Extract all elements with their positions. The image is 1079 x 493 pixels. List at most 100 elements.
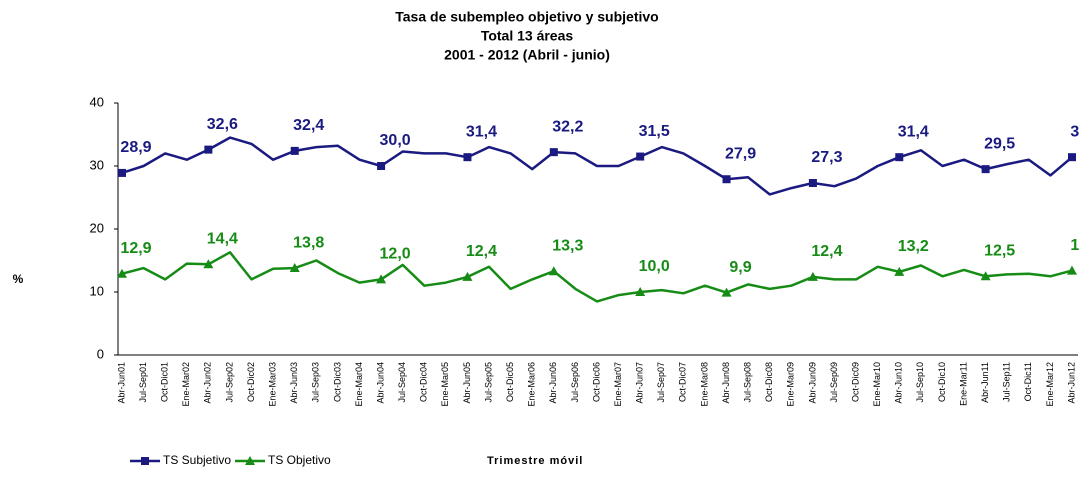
x-tick-label: Jul-Sep04 (397, 362, 407, 403)
marker (807, 271, 818, 281)
data-label: 32,2 (552, 118, 583, 135)
series-line (121, 251, 1073, 303)
data-label: 27,3 (811, 149, 842, 166)
x-tick-label: Jul-Sep09 (829, 362, 839, 403)
x-tick-label: Ene-Mar03 (268, 362, 278, 407)
x-tick-label: Ene-Mar10 (872, 362, 882, 407)
marker (980, 271, 991, 281)
x-tick-label: Abr-Jun04 (375, 362, 385, 404)
chart-title: Tasa de subempleo objetivo y subjetivo (395, 9, 658, 25)
data-label: 31,4 (898, 123, 929, 140)
legend-label: TS Objetivo (268, 453, 331, 467)
x-tick-label: Jul-Sep05 (483, 362, 493, 403)
x-tick-label: Abr-Jun03 (289, 362, 299, 404)
x-tick-label: Jul-Sep02 (224, 362, 234, 403)
data-label: 27,9 (725, 145, 756, 162)
marker (894, 266, 905, 276)
chart-subtitle: Total 13 áreas (481, 28, 574, 44)
data-label: 28,9 (120, 139, 151, 156)
x-tick-label: Abr-Jun08 (721, 362, 731, 404)
marker (722, 175, 731, 184)
x-tick-label: Ene-Mar05 (440, 362, 450, 407)
data-label: 10,0 (639, 258, 670, 275)
marker (117, 268, 127, 278)
legend-label: TS Subjetivo (163, 453, 231, 467)
marker (376, 274, 387, 284)
x-tick-label: Jul-Sep01 (138, 362, 148, 403)
x-tick-label: Abr-Jun06 (548, 362, 558, 404)
x-tick-label: Jul-Sep06 (570, 362, 580, 403)
x-tick-label: Ene-Mar07 (613, 362, 623, 407)
marker (377, 162, 386, 170)
data-label: 31,5 (639, 123, 670, 140)
data-label: 32,4 (293, 117, 324, 134)
y-tick-label: 30 (90, 157, 104, 172)
marker (548, 266, 559, 276)
x-tick-label: Oct-Dic11 (1023, 362, 1033, 401)
y-tick-label: 40 (90, 94, 104, 109)
data-label: 12,4 (466, 243, 497, 260)
x-tick-label: Jul-Sep08 (743, 362, 753, 403)
marker (895, 153, 904, 162)
marker (289, 263, 300, 273)
marker (636, 152, 645, 161)
x-tick-label: Ene-Mar08 (699, 362, 709, 407)
data-label: 12,9 (120, 240, 151, 257)
chart-subtitle: 2001 - 2012 (Abril - junio) (444, 47, 610, 63)
marker (981, 165, 990, 174)
marker (635, 287, 646, 296)
marker (549, 148, 558, 157)
data-label: 13,4 (1070, 237, 1079, 254)
x-tick-label: Oct-Dic05 (505, 362, 515, 402)
data-label: 13,3 (552, 237, 583, 254)
x-tick-label: Oct-Dic03 (332, 362, 342, 402)
y-axis-label: % (13, 272, 24, 286)
x-tick-label: Oct-Dic04 (419, 362, 429, 402)
x-tick-label: Abr-Jun07 (635, 362, 645, 404)
data-label: 13,8 (293, 234, 324, 251)
x-tick-label: Ene-Mar12 (1045, 362, 1055, 407)
data-label: 12,0 (380, 246, 411, 263)
x-tick-label: Jul-Sep03 (311, 362, 321, 403)
x-tick-label: Abr-Jun10 (894, 362, 904, 404)
data-label: 9,9 (729, 259, 751, 276)
x-axis-label: Trimestre móvil (487, 455, 583, 467)
x-tick-label: Oct-Dic07 (678, 362, 688, 402)
x-tick-label: Abr-Jun01 (116, 362, 126, 404)
marker (721, 287, 732, 297)
data-label: 12,5 (984, 242, 1015, 259)
series-line (121, 136, 1073, 196)
data-label: 32,6 (207, 116, 238, 133)
x-tick-label: Abr-Jun09 (807, 362, 817, 404)
x-tick-label: Ene-Mar02 (181, 362, 191, 407)
data-label: 31,4 (1070, 123, 1079, 140)
x-tick-label: Oct-Dic10 (937, 362, 947, 402)
marker (204, 145, 213, 154)
x-tick-label: Abr-Jun11 (980, 362, 990, 403)
y-tick-label: 10 (90, 283, 104, 298)
x-tick-label: Oct-Dic09 (850, 362, 860, 402)
x-tick-label: Abr-Jun02 (203, 362, 213, 404)
x-tick-label: Jul-Sep10 (915, 362, 925, 403)
marker (290, 146, 299, 155)
legend-marker (141, 457, 149, 465)
x-tick-label: Oct-Dic08 (764, 362, 774, 402)
x-tick-label: Ene-Mar11 (958, 362, 968, 406)
marker (1068, 153, 1076, 162)
marker (462, 271, 473, 281)
x-tick-label: Oct-Dic02 (246, 362, 256, 402)
y-tick-label: 0 (97, 346, 104, 361)
data-label: 12,4 (811, 243, 842, 260)
data-label: 30,0 (380, 132, 411, 149)
marker (1067, 265, 1077, 275)
data-label: 13,2 (898, 238, 929, 255)
x-tick-label: Ene-Mar04 (354, 362, 364, 407)
marker (118, 168, 126, 177)
data-label: 14,4 (207, 230, 238, 247)
marker (203, 259, 214, 269)
y-tick-label: 20 (90, 220, 104, 235)
data-label: 29,5 (984, 135, 1015, 152)
x-tick-label: Abr-Jun12 (1066, 362, 1076, 404)
x-tick-label: Jul-Sep11 (1002, 362, 1012, 402)
